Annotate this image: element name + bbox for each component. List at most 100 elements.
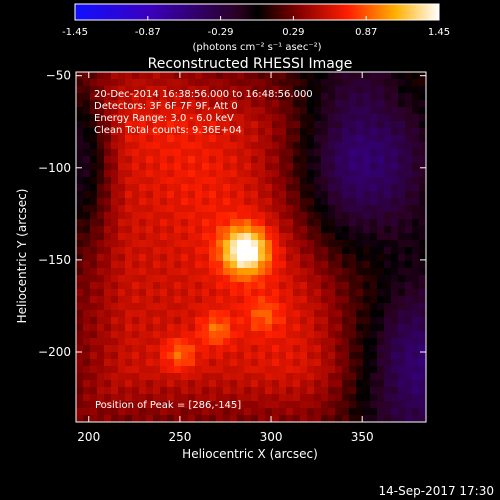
heatmap-cell	[153, 338, 161, 346]
heatmap-cell	[195, 317, 203, 325]
heatmap-cell	[384, 247, 392, 255]
heatmap-cell	[293, 366, 301, 374]
heatmap-cell	[384, 205, 392, 213]
heatmap-cell	[412, 72, 420, 80]
heatmap-cell	[377, 205, 385, 213]
heatmap-cell	[377, 380, 385, 388]
heatmap-cell	[230, 401, 238, 409]
heatmap-cell	[258, 331, 266, 339]
heatmap-cell	[279, 338, 287, 346]
heatmap-cell	[216, 79, 224, 87]
heatmap-cell	[370, 324, 378, 332]
heatmap-cell	[265, 366, 273, 374]
heatmap-cell	[342, 324, 350, 332]
heatmap-cell	[272, 191, 280, 199]
heatmap-cell	[209, 149, 217, 157]
heatmap-cell	[412, 275, 420, 283]
heatmap-cell	[286, 184, 294, 192]
heatmap-cell	[83, 394, 91, 402]
heatmap-cell	[153, 247, 161, 255]
heatmap-cell	[83, 289, 91, 297]
heatmap-cell	[384, 135, 392, 143]
heatmap-cell	[349, 282, 357, 290]
heatmap-cell	[363, 387, 371, 395]
heatmap-cell	[279, 268, 287, 276]
heatmap-cell	[328, 205, 336, 213]
heatmap-cell	[153, 415, 161, 423]
heatmap-cell	[251, 317, 259, 325]
heatmap-cell	[265, 324, 273, 332]
heatmap-cell	[174, 72, 182, 80]
heatmap-cell	[419, 324, 427, 332]
heatmap-cell	[363, 282, 371, 290]
heatmap-cell	[398, 163, 406, 171]
heatmap-cell	[125, 100, 133, 108]
heatmap-cell	[300, 415, 308, 423]
heatmap-cell	[272, 352, 280, 360]
heatmap-cell	[132, 100, 140, 108]
heatmap-cell	[139, 387, 147, 395]
heatmap-cell	[244, 79, 252, 87]
heatmap-cell	[321, 219, 329, 227]
heatmap-cell	[223, 303, 231, 311]
heatmap-cell	[230, 366, 238, 374]
heatmap-cell	[195, 170, 203, 178]
heatmap-cell	[321, 163, 329, 171]
heatmap-cell	[251, 233, 259, 241]
heatmap-cell	[209, 254, 217, 262]
heatmap-cell	[153, 275, 161, 283]
heatmap-cell	[251, 359, 259, 367]
heatmap-cell	[356, 324, 364, 332]
heatmap-cell	[363, 261, 371, 269]
heatmap-cell	[300, 93, 308, 101]
heatmap-cell	[384, 233, 392, 241]
heatmap-cell	[265, 310, 273, 318]
heatmap-cell	[251, 345, 259, 353]
heatmap-cell	[174, 394, 182, 402]
heatmap-cell	[125, 296, 133, 304]
heatmap-cell	[230, 233, 238, 241]
heatmap-cell	[132, 128, 140, 136]
heatmap-cell	[279, 394, 287, 402]
heatmap-cell	[391, 401, 399, 409]
heatmap-cell	[265, 401, 273, 409]
heatmap-cell	[349, 121, 357, 129]
heatmap-cell	[412, 100, 420, 108]
heatmap-cell	[181, 254, 189, 262]
heatmap-cell	[223, 184, 231, 192]
heatmap-cell	[237, 408, 245, 416]
heatmap-cell	[335, 408, 343, 416]
heatmap-cell	[356, 79, 364, 87]
heatmap-cell	[335, 79, 343, 87]
heatmap-cell	[328, 408, 336, 416]
heatmap-cell	[377, 219, 385, 227]
heatmap-cell	[419, 317, 427, 325]
heatmap-cell	[118, 163, 126, 171]
heatmap-cell	[111, 170, 119, 178]
heatmap-cell	[307, 247, 315, 255]
heatmap-cell	[167, 100, 175, 108]
heatmap-cell	[209, 261, 217, 269]
heatmap-cell	[286, 121, 294, 129]
heatmap-cell	[384, 268, 392, 276]
heatmap-cell	[167, 366, 175, 374]
heatmap-cell	[153, 373, 161, 381]
heatmap-cell	[132, 268, 140, 276]
heatmap-cell	[384, 128, 392, 136]
heatmap-cell	[349, 303, 357, 311]
heatmap-cell	[118, 121, 126, 129]
heatmap-cell	[230, 156, 238, 164]
heatmap-cell	[167, 352, 175, 360]
heatmap-cell	[153, 212, 161, 220]
heatmap-cell	[419, 345, 427, 353]
heatmap-cell	[97, 121, 105, 129]
heatmap-cell	[328, 156, 336, 164]
heatmap-cell	[300, 149, 308, 157]
heatmap-cell	[363, 177, 371, 185]
heatmap-cell	[195, 156, 203, 164]
heatmap-cell	[146, 359, 154, 367]
heatmap-cell	[321, 352, 329, 360]
heatmap-cell	[405, 226, 413, 234]
heatmap-cell	[356, 408, 364, 416]
heatmap-cell	[195, 275, 203, 283]
